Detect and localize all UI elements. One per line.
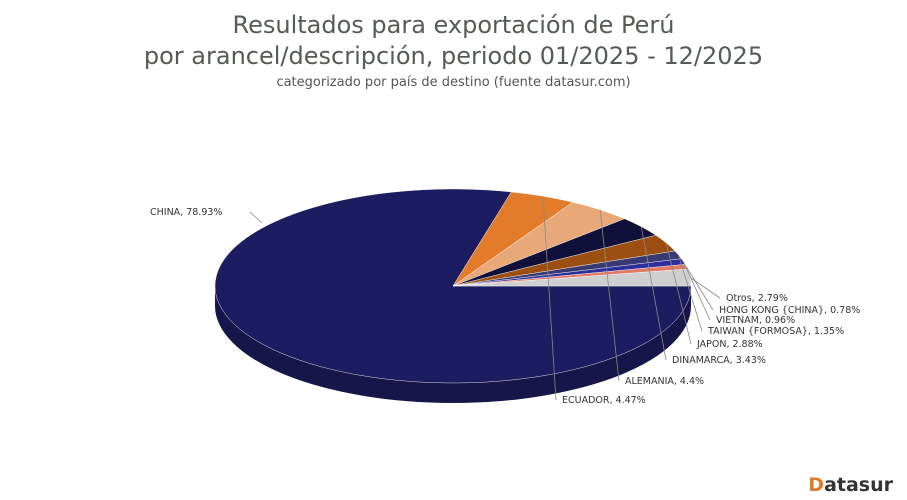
data-label-vietnam: VIETNAM, 0.96% [716, 315, 795, 326]
leader-line [665, 242, 692, 345]
chart-title: Resultados para exportación de Perú por … [0, 10, 907, 72]
logo-text: atasur [824, 474, 893, 496]
leader-line [640, 226, 667, 361]
data-label-taiwan-formosa-: TAIWAN {FORMOSA}, 1.35% [707, 326, 844, 337]
leader-line [678, 254, 703, 332]
data-label-hong-kong-china-: HONG KONG {CHINA}, 0.78% [719, 305, 860, 316]
data-label-alemania: ALEMANIA, 4.4% [625, 376, 704, 387]
pie-slices [214, 188, 692, 384]
pie-side-china [215, 286, 691, 403]
leader-line [682, 261, 711, 321]
data-label-japon: JAPON, 2.88% [696, 339, 763, 350]
leader-line [599, 209, 620, 382]
leader-line [542, 196, 557, 401]
leader-line [689, 277, 721, 299]
datasur-logo: Datasur [808, 474, 893, 496]
data-label-dinamarca: DINAMARCA, 3.43% [672, 355, 766, 366]
leader-line [685, 266, 714, 311]
data-label-otros: Otros, 2.79% [726, 293, 788, 304]
data-label-china: CHINA, 78.93% [150, 207, 222, 218]
logo-letter: D [808, 474, 825, 496]
pie-labels: CHINA, 78.93% ECUADOR, 4.47% ALEMANIA, 4.4… [150, 196, 860, 406]
leader-line [249, 211, 263, 224]
chart-subtitle: categorizado por país de destino (fuente… [276, 75, 631, 90]
data-label-ecuador: ECUADOR, 4.47% [562, 395, 646, 406]
chart-title-line2: por arancel/descripción, periodo 01/2025… [143, 42, 764, 70]
chart-title-line1: Resultados para exportación de Perú [232, 11, 675, 39]
pie-sides [215, 286, 691, 403]
